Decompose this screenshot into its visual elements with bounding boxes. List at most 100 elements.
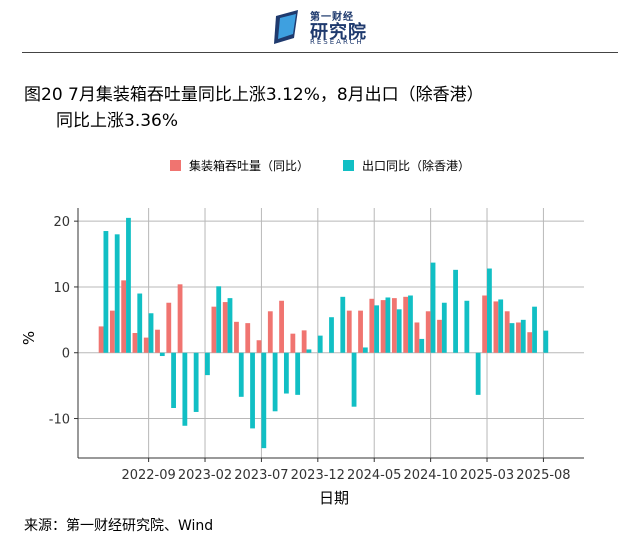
bar-series2 <box>543 330 549 353</box>
logo-small-text: 第一财经 <box>310 12 354 23</box>
bar-series1 <box>414 322 420 353</box>
y-axis-label: % <box>20 331 38 345</box>
bar-series1 <box>504 311 510 353</box>
bar-series1 <box>290 333 296 353</box>
bar-series2 <box>126 217 131 353</box>
x-tick-label: 2025-08 <box>516 468 570 483</box>
bar-series2 <box>487 268 492 353</box>
bar-series1 <box>493 301 499 353</box>
bar-series1 <box>155 329 160 353</box>
y-tick-label: -10 <box>49 413 70 428</box>
bar-series2 <box>159 352 165 357</box>
title-line-1: 图20 7月集装箱吞吐量同比上涨3.12%，8月出口（除香港） <box>24 85 484 105</box>
bar-series2 <box>419 338 425 353</box>
bar-series2 <box>329 317 334 353</box>
bar-series2 <box>532 306 537 353</box>
bar-series1 <box>346 310 352 353</box>
x-tick-label: 2023-02 <box>178 468 232 483</box>
bar-series1 <box>211 306 217 353</box>
bar-series2 <box>464 300 470 353</box>
bar-series1 <box>358 310 363 353</box>
x-tick-label: 2023-07 <box>234 468 288 483</box>
header-divider <box>22 52 618 53</box>
x-tick-label: 2022-09 <box>121 468 175 483</box>
bar-series2 <box>408 295 413 353</box>
bar-series1 <box>143 337 149 353</box>
bar-series2 <box>295 352 301 395</box>
x-tick-label: 2023-12 <box>291 468 345 483</box>
logo-sub-text: RESEARCH <box>310 38 364 46</box>
legend-label-series1: 集装箱吞吐量（同比） <box>189 159 310 173</box>
bar-series1 <box>279 300 284 353</box>
bar-series1 <box>527 332 533 353</box>
legend-item-series2: 出口同比（除香港） <box>343 157 470 174</box>
bar-series2 <box>396 309 402 353</box>
title-line-2: 同比上涨3.36% <box>56 111 179 131</box>
bar-series2 <box>498 299 504 353</box>
logo-main-text: 研究院 <box>310 22 367 43</box>
bar-series2 <box>317 335 323 353</box>
bar-series2 <box>340 296 346 353</box>
bar-series1 <box>403 296 409 353</box>
logo: 第一财经 研究院 RESEARCH <box>270 4 390 50</box>
legend-swatch-series2 <box>343 160 355 171</box>
y-tick-label: 0 <box>62 347 70 362</box>
bar-series2 <box>227 298 233 353</box>
legend: 集装箱吞吐量（同比） 出口同比（除香港） <box>170 157 504 174</box>
bar-series2 <box>385 297 391 353</box>
chart-title: 图20 7月集装箱吞吐量同比上涨3.12%，8月出口（除香港） 同比上涨3.36… <box>24 82 624 134</box>
bar-series2 <box>374 305 380 353</box>
bar-series1 <box>177 284 183 353</box>
bar-series1 <box>132 333 138 353</box>
bar-series2 <box>171 352 176 408</box>
y-tick-label: 20 <box>53 215 70 230</box>
bar-series2 <box>193 352 199 412</box>
bar-series1 <box>516 322 521 353</box>
legend-item-series1: 集装箱吞吐量（同比） <box>170 157 309 174</box>
bar-series2 <box>205 352 210 376</box>
bar-series2 <box>283 352 289 394</box>
x-tick-label: 2024-05 <box>347 468 401 483</box>
bar-series1 <box>369 298 375 353</box>
bar-series2 <box>114 234 120 353</box>
y-tick-label: 10 <box>53 281 70 296</box>
bar-series1 <box>482 295 488 353</box>
legend-label-series2: 出口同比（除香港） <box>362 159 471 173</box>
bar-series2 <box>261 352 267 449</box>
bar-series2 <box>137 293 143 353</box>
bar-series1 <box>391 298 397 353</box>
bar-series2 <box>509 323 515 353</box>
source-note: 来源：第一财经研究院、Wind <box>24 518 214 534</box>
bar-series1 <box>234 321 239 353</box>
bar-series2 <box>453 269 458 353</box>
x-axis-label: 日期 <box>319 489 349 507</box>
x-tick-label: 2024-10 <box>403 468 457 483</box>
bar-series2 <box>250 352 255 429</box>
bar-series1 <box>121 280 127 353</box>
bar-series2 <box>148 313 154 353</box>
bar-series2 <box>238 352 244 397</box>
bar-series1 <box>301 330 307 353</box>
bar-series2 <box>306 349 312 353</box>
bar-series2 <box>182 352 188 426</box>
bar-series2 <box>441 302 447 353</box>
bar-series1 <box>267 311 273 353</box>
bar-series1 <box>222 302 228 353</box>
bar-series1 <box>380 300 386 353</box>
bar-series1 <box>109 310 115 353</box>
bar-series2 <box>520 319 526 353</box>
x-tick-label: 2025-03 <box>460 468 514 483</box>
bar-series2 <box>272 352 278 412</box>
bar-series1 <box>245 323 251 353</box>
bar-series2 <box>103 231 109 353</box>
logo-book-icon <box>274 10 298 44</box>
legend-swatch-series1 <box>170 160 181 171</box>
bar-series2 <box>475 352 481 395</box>
bar-series1 <box>425 311 431 353</box>
bars <box>98 217 549 449</box>
bar-series1 <box>166 302 172 353</box>
bar-series2 <box>216 286 222 353</box>
bar-series2 <box>351 352 357 407</box>
